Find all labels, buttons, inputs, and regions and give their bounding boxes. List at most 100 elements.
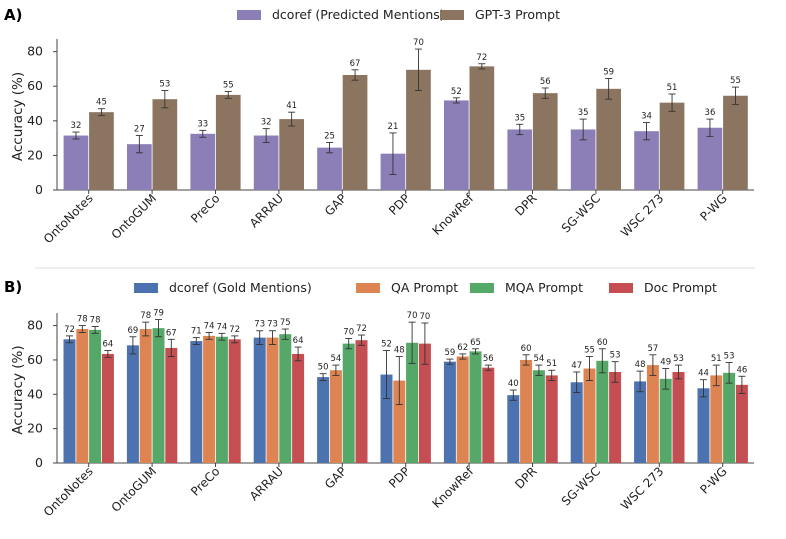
x-tick-label-knowref: KnowRef [430, 191, 477, 238]
x-tick-label-gap: GAP [322, 191, 349, 218]
bar-qa-prompt-ontonotes [76, 329, 89, 463]
value-label-dcoref-predicted-mentions-sg-wsc: 35 [578, 108, 589, 118]
value-label-dcoref-predicted-mentions-pdp: 21 [388, 122, 399, 132]
bar-doc-prompt-gap [355, 340, 368, 463]
bar-mqa-prompt-knowref [469, 351, 482, 463]
x-tick-label-p-wg: P-WG [697, 191, 730, 224]
y-tick-label: 0 [35, 182, 43, 197]
bar-dcoref-gold-mentions-p-wg [697, 388, 710, 463]
value-label-dcoref-predicted-mentions-p-wg: 36 [705, 108, 716, 118]
y-tick-label: 40 [27, 386, 43, 401]
x-tick-label-ontogum: OntoGUM [109, 191, 160, 242]
y-axis-title: Accuracy (%) [10, 345, 26, 434]
legend-swatch-qa-prompt [356, 283, 380, 293]
value-label-qa-prompt-ontonotes: 78 [77, 315, 88, 325]
bar-dcoref-gold-mentions-gap [317, 377, 330, 463]
value-label-doc-prompt-ontonotes: 64 [102, 339, 113, 349]
bar-dcoref-gold-mentions-sg-wsc [570, 382, 583, 463]
value-label-doc-prompt-sg-wsc: 53 [610, 351, 621, 361]
x-tick-label-pdp: PDP [386, 464, 413, 491]
legend-label-mqa-prompt: MQA Prompt [505, 280, 583, 295]
bar-gpt-3-prompt-ontogum [152, 99, 178, 190]
value-label-dcoref-predicted-mentions-arrau: 32 [261, 118, 272, 128]
x-tick-label-ontonotes: OntoNotes [41, 191, 96, 246]
value-label-mqa-prompt-sg-wsc: 60 [597, 338, 608, 348]
value-label-gpt-3-prompt-wsc-273: 51 [667, 83, 678, 93]
value-label-mqa-prompt-preco: 74 [216, 322, 227, 332]
value-label-dcoref-gold-mentions-arrau: 73 [254, 320, 265, 330]
legend-label-gpt-3-prompt: GPT-3 Prompt [475, 7, 560, 22]
panel-b: B) dcoref (Gold Mentions) QA Prompt MQA Pro… [4, 278, 754, 519]
bar-dcoref-predicted-mentions-wsc-273 [634, 131, 659, 190]
x-tick-label-ontonotes: OntoNotes [41, 464, 96, 519]
bar-mqa-prompt-wsc-273 [659, 378, 672, 463]
value-label-qa-prompt-p-wg: 51 [711, 354, 722, 364]
bar-qa-prompt-p-wg [710, 375, 723, 463]
bar-dcoref-gold-mentions-preco [190, 341, 203, 463]
bar-gpt-3-prompt-knowref [469, 66, 495, 190]
legend-swatch-gpt-3-prompt [440, 10, 464, 20]
bar-qa-prompt-preco [203, 335, 216, 463]
value-label-qa-prompt-dpr: 60 [521, 344, 532, 354]
x-tick-label-arrau: ARRAU [247, 191, 286, 230]
value-label-dcoref-gold-mentions-wsc-273: 48 [635, 360, 646, 370]
bar-doc-prompt-knowref [482, 367, 495, 463]
value-label-doc-prompt-arrau: 64 [293, 336, 304, 346]
legend-swatch-doc-prompt [609, 283, 633, 293]
legend-label-qa-prompt: QA Prompt [391, 280, 458, 295]
bar-qa-prompt-knowref [456, 356, 469, 463]
value-label-dcoref-gold-mentions-ontogum: 69 [127, 326, 138, 336]
x-tick-label-sg-wsc: SG-WSC [559, 191, 603, 235]
value-label-mqa-prompt-gap: 70 [343, 327, 354, 337]
value-label-mqa-prompt-ontonotes: 78 [90, 315, 101, 325]
bar-dcoref-predicted-mentions-dpr [507, 129, 533, 190]
value-label-qa-prompt-wsc-273: 57 [647, 344, 658, 354]
bar-dcoref-gold-mentions-ontogum [126, 345, 139, 463]
value-label-doc-prompt-dpr: 51 [546, 359, 557, 369]
bar-mqa-prompt-p-wg [723, 372, 736, 463]
bar-mqa-prompt-dpr [532, 370, 545, 463]
bar-doc-prompt-preco [228, 339, 241, 463]
value-label-qa-prompt-knowref: 62 [457, 343, 468, 353]
bar-doc-prompt-ontogum [165, 347, 178, 463]
bar-mqa-prompt-sg-wsc [596, 360, 609, 463]
y-tick-label: 80 [27, 318, 43, 333]
value-label-mqa-prompt-dpr: 54 [533, 354, 544, 364]
y-tick-label: 60 [27, 352, 43, 367]
value-label-dcoref-predicted-mentions-preco: 33 [197, 119, 208, 129]
legend-label-dcoref-gold-mentions: dcoref (Gold Mentions) [169, 280, 312, 295]
bar-qa-prompt-sg-wsc [583, 368, 596, 463]
bar-mqa-prompt-pdp [406, 342, 419, 463]
value-label-mqa-prompt-ontogum: 79 [153, 309, 164, 319]
y-tick-label: 20 [27, 147, 43, 162]
value-label-qa-prompt-ontogum: 78 [140, 311, 151, 321]
value-label-dcoref-predicted-mentions-ontonotes: 32 [71, 121, 82, 131]
value-label-dcoref-predicted-mentions-gap: 25 [324, 131, 335, 141]
bar-qa-prompt-wsc-273 [646, 365, 659, 463]
bar-dcoref-predicted-mentions-preco [190, 133, 216, 190]
value-label-doc-prompt-gap: 72 [356, 324, 367, 334]
value-label-doc-prompt-pdp: 70 [419, 312, 430, 322]
bar-dcoref-predicted-mentions-knowref [444, 100, 469, 190]
bar-gpt-3-prompt-sg-wsc [596, 88, 621, 190]
value-label-dcoref-predicted-mentions-ontogum: 27 [134, 125, 145, 135]
bar-qa-prompt-gap [329, 370, 342, 463]
y-tick-label: 60 [27, 78, 43, 93]
value-label-doc-prompt-ontogum: 67 [166, 328, 177, 338]
value-label-gpt-3-prompt-sg-wsc: 59 [603, 67, 614, 77]
bar-doc-prompt-sg-wsc [609, 371, 622, 463]
value-label-dcoref-gold-mentions-p-wg: 44 [698, 369, 709, 379]
value-label-qa-prompt-preco: 74 [204, 321, 215, 331]
bar-dcoref-gold-mentions-pdp [380, 374, 393, 463]
value-label-dcoref-gold-mentions-pdp: 52 [381, 339, 392, 349]
value-label-doc-prompt-wsc-273: 53 [673, 354, 684, 364]
value-label-dcoref-predicted-mentions-dpr: 35 [514, 113, 525, 123]
bar-mqa-prompt-ontonotes [89, 329, 102, 463]
y-tick-label: 0 [35, 455, 43, 470]
bar-mqa-prompt-gap [342, 343, 355, 463]
x-tick-label-arrau: ARRAU [247, 464, 286, 503]
x-tick-label-ontogum: OntoGUM [109, 464, 160, 515]
y-axis-title: Accuracy (%) [10, 72, 26, 161]
y-tick-label: 20 [27, 421, 43, 436]
bar-gpt-3-prompt-wsc-273 [659, 102, 685, 190]
